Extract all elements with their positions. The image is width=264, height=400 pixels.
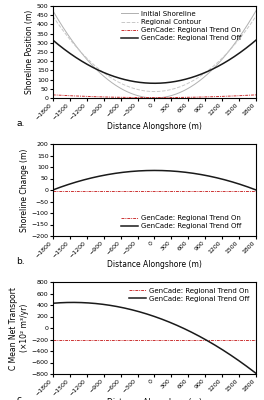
Legend: GenCade: Regional Trend On, GenCade: Regional Trend Off: GenCade: Regional Trend On, GenCade: Reg… [119, 214, 243, 231]
GenCade: Regional Trend Off: (917, 141): Regional Trend Off: (917, 141) [205, 70, 208, 74]
GenCade: Regional Trend On: (1.8e+03, -200): Regional Trend On: (1.8e+03, -200) [254, 337, 258, 342]
GenCade: Regional Trend Off: (-1.8e+03, 315): Regional Trend Off: (-1.8e+03, 315) [51, 38, 54, 42]
Line: GenCade: Regional Trend Off: GenCade: Regional Trend Off [53, 302, 256, 374]
GenCade: Regional Trend Off: (328, 82.2): Regional Trend Off: (328, 82.2) [171, 169, 175, 174]
Regional Contour [187, 80, 190, 85]
GenCade: Regional Trend On: (610, 3.72): Regional Trend On: (610, 3.72) [187, 95, 190, 100]
GenCade: Regional Trend On: (911, -3): Regional Trend On: (911, -3) [204, 188, 208, 193]
GenCade: Regional Trend On: (-171, -200): Regional Trend On: (-171, -200) [143, 337, 146, 342]
Regional Contour [254, 14, 258, 18]
Legend: Initial Shoreline, Regional Contour, GenCade: Regional Trend On, GenCade: Region: Initial Shoreline, Regional Contour, Gen… [119, 10, 243, 42]
GenCade: Regional Trend On: (-874, -3): Regional Trend On: (-874, -3) [103, 188, 107, 193]
GenCade: Regional Trend On: (-1.16e+03, -200): Regional Trend On: (-1.16e+03, -200) [87, 337, 90, 342]
Line: Regional Contour: Regional Contour [53, 16, 256, 92]
GenCade: Regional Trend Off: (328, 76.4): Regional Trend Off: (328, 76.4) [171, 321, 175, 326]
GenCade: Regional Trend On: (604, -3): Regional Trend On: (604, -3) [187, 188, 190, 193]
GenCade: Regional Trend Off: (610, 107): Regional Trend Off: (610, 107) [187, 76, 190, 81]
Initial Shoreline [143, 95, 146, 100]
GenCade: Regional Trend Off: (-1.16e+03, 435): Regional Trend Off: (-1.16e+03, 435) [88, 300, 91, 305]
GenCade: Regional Trend On: (-1.8e+03, -3): Regional Trend On: (-1.8e+03, -3) [51, 188, 54, 193]
GenCade: Regional Trend Off: (328, 87.8): Regional Trend Off: (328, 87.8) [171, 80, 175, 84]
GenCade: Regional Trend Off: (1.8e+03, 315): Regional Trend Off: (1.8e+03, 315) [254, 38, 258, 42]
GenCade: Regional Trend Off: (1.8e+03, 0): Regional Trend Off: (1.8e+03, 0) [254, 188, 258, 192]
Line: GenCade: Regional Trend Off: GenCade: Regional Trend Off [53, 170, 256, 190]
GenCade: Regional Trend On: (911, -200): Regional Trend On: (911, -200) [204, 337, 208, 342]
Y-axis label: C Mean Net Transport
(×10² m³/yr): C Mean Net Transport (×10² m³/yr) [10, 286, 29, 370]
GenCade: Regional Trend On: (-1.8e+03, 17): Regional Trend On: (-1.8e+03, 17) [51, 92, 54, 97]
GenCade: Regional Trend On: (1.8e+03, -3): Regional Trend On: (1.8e+03, -3) [254, 188, 258, 193]
GenCade: Regional Trend On: (-1.8e+03, -200): Regional Trend On: (-1.8e+03, -200) [51, 337, 54, 342]
Text: a.: a. [16, 119, 25, 128]
GenCade: Regional Trend Off: (610, 75.2): Regional Trend Off: (610, 75.2) [187, 170, 190, 175]
GenCade: Regional Trend Off: (-165, 253): Regional Trend Off: (-165, 253) [144, 311, 147, 316]
GenCade: Regional Trend On: (-171, 2.14): Regional Trend On: (-171, 2.14) [143, 95, 146, 100]
X-axis label: Distance Alongshore (m): Distance Alongshore (m) [107, 260, 202, 269]
X-axis label: Distance Alongshore (m): Distance Alongshore (m) [107, 122, 202, 131]
GenCade: Regional Trend Off: (-1.8e+03, 430): Regional Trend Off: (-1.8e+03, 430) [51, 301, 54, 306]
GenCade: Regional Trend Off: (-1.8e+03, 0): Regional Trend Off: (-1.8e+03, 0) [51, 188, 54, 192]
GenCade: Regional Trend On: (-171, -3): Regional Trend On: (-171, -3) [143, 188, 146, 193]
GenCade: Regional Trend On: (-3.01, 2): Regional Trend On: (-3.01, 2) [153, 95, 156, 100]
GenCade: Regional Trend Off: (-874, 135): Regional Trend Off: (-874, 135) [103, 71, 107, 76]
Legend: GenCade: Regional Trend On, GenCade: Regional Trend Off: GenCade: Regional Trend On, GenCade: Reg… [127, 286, 251, 303]
Initial Shoreline [51, 8, 54, 13]
GenCade: Regional Trend On: (-1.16e+03, -3): Regional Trend On: (-1.16e+03, -3) [87, 188, 90, 193]
GenCade: Regional Trend On: (322, -3): Regional Trend On: (322, -3) [171, 188, 174, 193]
Regional Contour [205, 70, 208, 74]
Initial Shoreline [103, 75, 107, 80]
GenCade: Regional Trend Off: (917, 63): Regional Trend Off: (917, 63) [205, 173, 208, 178]
GenCade: Regional Trend Off: (-171, 82.1): Regional Trend Off: (-171, 82.1) [143, 80, 146, 85]
Initial Shoreline [254, 8, 258, 13]
Regional Contour [87, 58, 90, 62]
Regional Contour [51, 14, 54, 18]
GenCade: Regional Trend On: (328, 2.5): Regional Trend On: (328, 2.5) [171, 95, 175, 100]
GenCade: Regional Trend Off: (-868, 406): Regional Trend Off: (-868, 406) [104, 302, 107, 307]
GenCade: Regional Trend Off: (1.8e+03, -790): Regional Trend Off: (1.8e+03, -790) [254, 371, 258, 376]
Initial Shoreline [153, 96, 156, 100]
GenCade: Regional Trend On: (-874, -200): Regional Trend On: (-874, -200) [103, 337, 107, 342]
GenCade: Regional Trend Off: (-3.01, 80): Regional Trend Off: (-3.01, 80) [153, 81, 156, 86]
GenCade: Regional Trend Off: (-1.16e+03, 49.5): Regional Trend Off: (-1.16e+03, 49.5) [87, 176, 90, 181]
GenCade: Regional Trend Off: (-1.45e+03, 445): Regional Trend Off: (-1.45e+03, 445) [71, 300, 74, 305]
Initial Shoreline [205, 73, 208, 78]
Line: Initial Shoreline: Initial Shoreline [53, 11, 256, 98]
GenCade: Regional Trend On: (917, 5.89): Regional Trend On: (917, 5.89) [205, 94, 208, 99]
Y-axis label: Shoreline Change (m): Shoreline Change (m) [20, 148, 29, 232]
Initial Shoreline [187, 86, 190, 90]
Line: GenCade: Regional Trend Off: GenCade: Regional Trend Off [53, 40, 256, 83]
GenCade: Regional Trend Off: (-1.16e+03, 178): Regional Trend Off: (-1.16e+03, 178) [87, 63, 90, 68]
GenCade: Regional Trend On: (322, -200): Regional Trend On: (322, -200) [171, 337, 174, 342]
GenCade: Regional Trend Off: (917, -209): Regional Trend Off: (917, -209) [205, 338, 208, 342]
Line: GenCade: Regional Trend On: GenCade: Regional Trend On [53, 95, 256, 98]
Y-axis label: Shoreline Position (m): Shoreline Position (m) [25, 10, 34, 94]
GenCade: Regional Trend Off: (-3.01, 85): Regional Trend Off: (-3.01, 85) [153, 168, 156, 173]
Text: c.: c. [16, 394, 24, 400]
Initial Shoreline [87, 59, 90, 64]
GenCade: Regional Trend On: (-1.16e+03, 8.26): Regional Trend On: (-1.16e+03, 8.26) [87, 94, 90, 99]
Text: b.: b. [16, 257, 25, 266]
GenCade: Regional Trend Off: (610, -50.4): Regional Trend Off: (610, -50.4) [187, 328, 190, 333]
Initial Shoreline [171, 93, 175, 98]
GenCade: Regional Trend On: (604, -200): Regional Trend On: (604, -200) [187, 337, 190, 342]
GenCade: Regional Trend On: (-874, 5.54): Regional Trend On: (-874, 5.54) [103, 94, 107, 99]
GenCade: Regional Trend Off: (-874, 64.9): Regional Trend Off: (-874, 64.9) [103, 173, 107, 178]
GenCade: Regional Trend Off: (-171, 84.2): Regional Trend Off: (-171, 84.2) [143, 168, 146, 173]
Regional Contour [103, 71, 107, 76]
Regional Contour [143, 88, 146, 93]
X-axis label: Distance Alongshore (m): Distance Alongshore (m) [107, 398, 202, 400]
Regional Contour [153, 89, 156, 94]
Regional Contour [171, 87, 175, 92]
GenCade: Regional Trend On: (1.8e+03, 17): Regional Trend On: (1.8e+03, 17) [254, 92, 258, 97]
